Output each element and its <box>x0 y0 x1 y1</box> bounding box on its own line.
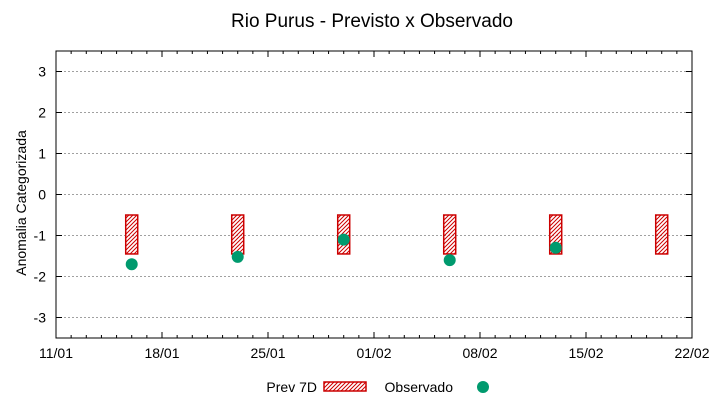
x-axis: 11/01 18/01 25/01 01/02 08/02 15/02 22/02 <box>39 51 710 361</box>
observado-point <box>337 233 350 246</box>
y-tick-label: -3 <box>34 310 47 326</box>
x-tick-label: 22/02 <box>674 345 709 361</box>
y-tick-label: 1 <box>38 146 46 162</box>
legend: Prev 7D Observado <box>266 379 489 395</box>
x-tick-label: 25/01 <box>250 345 285 361</box>
prev-series <box>124 214 669 255</box>
x-tick-label: 11/01 <box>39 345 73 361</box>
legend-swatch-prev <box>323 381 367 392</box>
y-tick-label: 2 <box>38 105 46 121</box>
x-tick-label: 08/02 <box>462 345 497 361</box>
prev-range-box <box>230 214 245 255</box>
legend-label-observado: Observado <box>385 379 454 395</box>
observado-point <box>443 254 456 267</box>
chart-title: Rio Purus - Previsto x Observado <box>231 11 513 32</box>
prev-range-box <box>124 214 139 255</box>
x-tick-label: 01/02 <box>356 345 391 361</box>
x-tick-label: 15/02 <box>568 345 603 361</box>
observado-point <box>125 258 138 271</box>
prev-range-box <box>654 214 669 255</box>
y-axis: 3 2 1 0 -1 -2 -3 <box>34 64 692 326</box>
x-tick-label: 18/01 <box>144 345 179 361</box>
legend-label-prev: Prev 7D <box>266 379 317 395</box>
y-tick-label: -2 <box>34 269 47 285</box>
grid <box>56 71 692 318</box>
prev-range-box <box>442 214 457 255</box>
legend-swatch-observado <box>477 381 489 393</box>
y-axis-label: Anomalia Categorizada <box>13 130 29 276</box>
y-tick-label: 3 <box>38 64 46 80</box>
observado-point <box>231 250 244 263</box>
observado-series <box>125 233 562 271</box>
y-tick-label: -1 <box>34 228 47 244</box>
y-tick-label: 0 <box>38 187 46 203</box>
observado-point <box>549 241 562 254</box>
